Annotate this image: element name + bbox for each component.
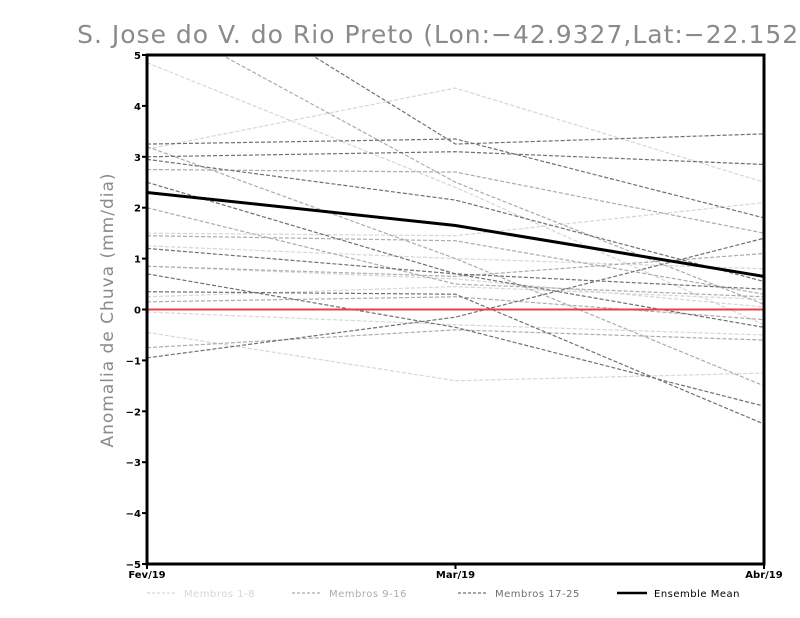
legend-label: Membros 1-8 [184,589,255,600]
ensemble-mean-line [147,190,764,278]
member-series-line [147,151,764,166]
legend-label: Membros 17-25 [495,589,580,600]
member-series-line [147,202,764,237]
chart-title: S. Jose do V. do Rio Preto (Lon:−42.9327… [77,20,800,49]
legend: Membros 1-8 Membros 9-16 Membros 17-25 Ense… [147,589,740,600]
member-series-line [147,245,764,270]
axis-layer: −5 −4 −3 −2 −1 0 1 2 3 4 5 Fev/19 Mar/19 Abr/19 [126,51,783,581]
member-series-line [147,311,764,336]
member-series-line [147,273,764,407]
member-series-line [147,329,764,349]
y-tick-label: −5 [126,560,141,571]
member-series-line [310,55,764,145]
y-tick-label: −2 [126,407,141,418]
member-series-line [147,285,764,300]
member-series-line [147,158,764,283]
member-series-line [147,138,764,219]
member-series-line [147,168,764,234]
y-axis-label: Anomalia de Chuva (mm/dia) [98,172,118,447]
y-tick-label: 2 [134,204,141,215]
legend-label: Ensemble Mean [654,589,740,600]
member-series-line [147,237,764,359]
x-tick-label: Fev/19 [128,570,165,581]
member-series-line [147,207,764,298]
member-series-line [147,235,764,295]
y-tick-label: 3 [134,153,141,164]
y-tick-label: −3 [126,458,141,469]
member-series-line [147,146,764,387]
member-series-line [147,87,764,183]
x-tick-label: Abr/19 [745,570,782,581]
series-layer [147,55,764,425]
member-series-line [147,296,764,321]
y-tick-label: −4 [126,509,141,520]
member-series-line [147,291,764,425]
legend-label: Membros 9-16 [329,589,407,600]
y-tick-label: 5 [134,51,141,62]
member-series-line [147,247,764,290]
member-series-line [147,62,764,326]
y-tick-label: 4 [134,102,141,113]
y-tick-label: 0 [134,306,141,317]
member-series-line [220,55,764,305]
x-tick-label: Mar/19 [436,570,475,581]
member-series-line [147,181,764,328]
member-series-line [147,265,764,308]
y-tick-label: −1 [126,356,141,367]
member-series-line [147,252,764,278]
member-series-line [147,331,764,382]
y-tick-label: 1 [134,255,141,266]
